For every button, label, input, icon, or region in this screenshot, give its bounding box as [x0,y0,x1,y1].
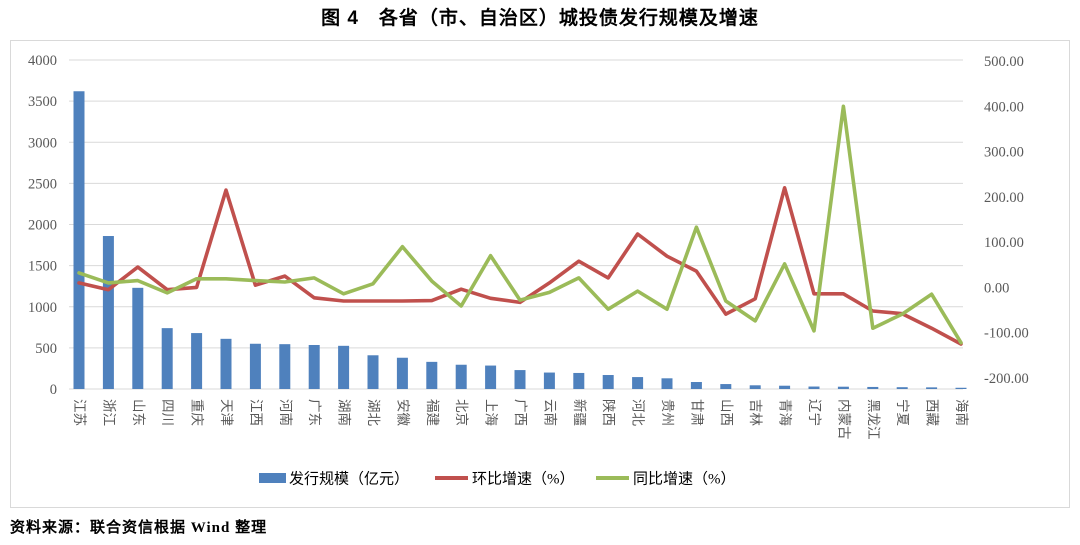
right-axis-tick: 400.00 [984,99,1024,115]
bar [661,378,673,389]
bar [720,384,732,389]
category-label: 广东 [307,399,322,426]
category-label: 重庆 [190,399,205,426]
bar [426,361,438,389]
category-label: 上海 [484,399,499,426]
bar [249,343,261,389]
bar [396,357,408,389]
left-axis-tick: 2000 [28,218,57,234]
bar [161,328,173,389]
category-label: 海南 [954,399,969,426]
category-label: 青海 [778,399,793,426]
bar [632,377,644,389]
bar [455,364,467,389]
right-axis-tick: 0.00 [984,280,1009,296]
bar [73,91,85,389]
category-label: 四川 [160,399,175,426]
bar [543,372,555,389]
bar [220,338,232,389]
category-label: 广西 [513,399,528,426]
legend-label: 同比增速（%） [633,471,736,488]
bar [279,344,291,389]
left-axis-tick: 500 [35,341,57,357]
bar [808,386,820,389]
line-series [77,104,963,345]
right-axis-tick: 100.00 [984,235,1024,251]
right-axis-tick: 500.00 [984,54,1024,70]
legend-label: 发行规模（亿元） [289,471,409,488]
bar [191,333,203,389]
right-axis-tick: 300.00 [984,145,1024,161]
category-label: 甘肃 [689,399,704,426]
right-axis-tick: 200.00 [984,190,1024,206]
bar [779,385,791,389]
category-label: 江苏 [72,399,87,426]
bar [749,385,761,389]
category-label: 新疆 [572,399,587,426]
category-label: 山西 [719,399,734,426]
bar [514,370,526,389]
left-axis-tick: 3000 [28,135,57,151]
category-label: 北京 [454,399,469,426]
category-label: 宁夏 [895,399,911,426]
category-label: 吉林 [748,399,763,426]
category-label: 黑龙江 [866,399,881,440]
line-series [77,186,963,346]
bar [837,386,849,389]
category-label: 天津 [219,399,234,426]
category-label: 湖南 [337,399,352,426]
bar [367,355,379,389]
category-label: 浙江 [101,399,116,426]
left-axis-tick: 0 [50,382,57,398]
legend-label: 环比增速（%） [472,471,575,488]
category-label: 云南 [542,399,557,426]
left-axis-tick: 1000 [28,300,57,316]
left-axis-tick: 2500 [28,176,57,192]
bar [102,236,114,389]
source-note: 资料来源：联合资信根据 Wind 整理 [10,520,268,536]
bar [690,382,702,389]
category-label: 山东 [131,399,146,426]
chart-area: 0 500 1000 1500 2000 2500 3000 3500 4000 500.00 40… [10,40,1070,508]
bar [926,387,938,389]
chart-title: 图 4 各省（市、自治区）城投债发行规模及增速 [321,8,759,29]
bar [896,387,908,389]
category-label: 内蒙古 [836,399,851,440]
left-axis-tick: 3500 [28,94,57,110]
bar [308,344,320,389]
category-label: 贵州 [660,399,675,426]
bar [485,365,497,389]
right-axis-tick: -100.00 [984,326,1029,342]
category-label: 湖北 [366,399,381,426]
right-axis-tick: -200.00 [984,371,1029,387]
left-axis-tick: 1500 [28,259,57,275]
bar [867,386,879,389]
category-label: 河北 [631,399,646,427]
bar [955,387,967,389]
bar [338,345,350,389]
category-label: 福建 [425,399,440,426]
chart-svg: 0 500 1000 1500 2000 2500 3000 3500 4000 500.00 40… [28,53,1029,488]
legend-bar-swatch [259,473,286,483]
category-label: 辽宁 [807,399,823,426]
category-label: 河南 [278,399,293,426]
bar [602,375,614,389]
category-label: 西藏 [925,399,940,427]
category-label: 安徽 [395,399,410,426]
bar [573,372,585,389]
category-label: 陕西 [601,399,616,426]
bar [132,287,144,389]
category-label: 江西 [248,399,263,426]
left-axis-tick: 4000 [28,53,57,69]
